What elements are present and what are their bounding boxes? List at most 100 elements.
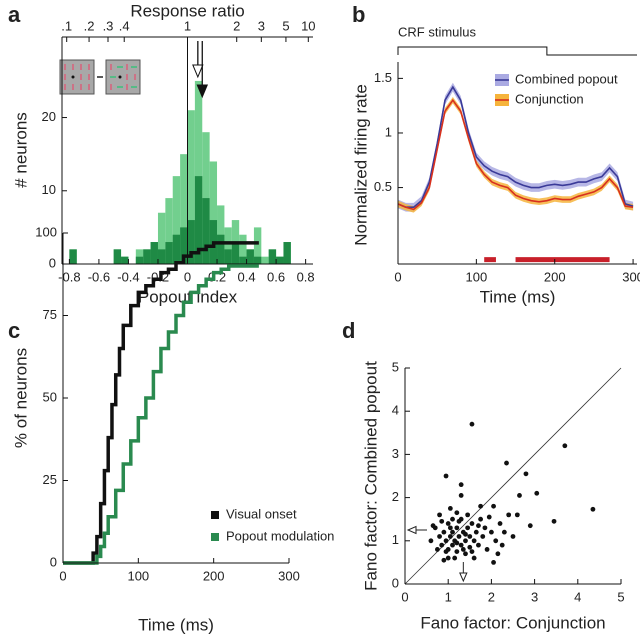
x-tick-label: -0.6: [88, 269, 110, 284]
x-tick-label: 2: [488, 589, 495, 604]
scatter-point: [471, 555, 477, 561]
scatter-point: [469, 549, 475, 554]
x-tick-label: 0: [184, 269, 191, 284]
top-tick-label: .1: [61, 18, 72, 33]
panel-label: b: [352, 2, 365, 27]
scatter-point: [478, 516, 483, 522]
x-axis-title: Fano factor: Conjunction: [420, 613, 605, 632]
scatter-point: [469, 521, 475, 526]
histogram-bar: [276, 256, 284, 264]
scatter-point: [454, 549, 460, 554]
histogram-bar: [172, 234, 181, 264]
scatter-point: [430, 523, 436, 529]
scatter-point: [504, 460, 509, 466]
histogram-bar: [157, 212, 166, 264]
histogram-bar: [69, 249, 77, 264]
scatter-point: [467, 534, 473, 539]
scatter-point: [450, 542, 455, 548]
series-line: [397, 85, 634, 209]
legend-label: Conjunction: [515, 91, 584, 106]
scatter-point: [562, 443, 568, 449]
arrow-head: [459, 572, 468, 583]
inset-bars: [110, 64, 137, 90]
scatter-point: [450, 529, 455, 535]
y-tick-label: 0: [392, 575, 399, 590]
x-tick-label: 3: [531, 589, 538, 604]
scatter-point: [517, 493, 522, 498]
scatter-point: [445, 521, 451, 526]
legend-label: Popout modulation: [226, 528, 334, 543]
scatter-point: [454, 510, 460, 516]
histogram-bar: [157, 249, 166, 264]
y-tick-label: 1.5: [374, 70, 392, 85]
histogram-bar: [224, 249, 232, 264]
scatter-point: [441, 557, 447, 563]
x-tick-label: 0: [394, 269, 401, 284]
x-tick-label: 0.6: [267, 269, 285, 284]
inset-dot: [71, 75, 75, 79]
scatter-point: [441, 529, 447, 535]
scatter-point: [428, 538, 434, 544]
scatter-point: [443, 549, 449, 554]
y-tick-label: 0: [49, 255, 56, 270]
y-tick-label: 20: [42, 109, 56, 124]
histogram-bar: [209, 161, 218, 264]
x-tick-label: 100: [127, 568, 149, 583]
histogram-bar: [261, 256, 269, 264]
panel-label: a: [8, 2, 21, 27]
scatter-point: [476, 542, 481, 548]
error-band: [398, 82, 634, 212]
significance-bar: [484, 257, 496, 263]
x-tick-label: 0: [59, 568, 66, 583]
inset-bars: [64, 64, 90, 90]
stimulus-label: CRF stimulus: [398, 24, 477, 39]
scatter-point: [439, 542, 445, 548]
scatter-point: [467, 544, 473, 550]
scatter-point: [590, 506, 596, 512]
top-axis-title: Response ratio: [130, 1, 244, 20]
scatter-point: [486, 514, 492, 520]
scatter-point: [495, 551, 501, 557]
scatter-point: [437, 534, 442, 539]
y-tick-label: 0.5: [374, 179, 392, 194]
histogram-bar: [194, 80, 203, 264]
histogram-bar: [253, 227, 262, 264]
scatter-point: [506, 512, 512, 518]
mean-arrow-y: [406, 525, 427, 535]
scatter-point: [465, 525, 471, 531]
scatter-point: [454, 540, 460, 546]
panel-label: c: [8, 318, 20, 343]
scatter-point: [458, 493, 464, 498]
plot-area: [63, 241, 259, 565]
histogram-bar: [202, 198, 210, 264]
y-axis-title: # neurons: [11, 112, 30, 188]
plot-area: [69, 37, 291, 265]
significance-bar: [515, 257, 610, 263]
x-tick-label: 0.4: [238, 269, 256, 284]
y-tick-label: 25: [43, 472, 57, 487]
top-tick-label: 3: [258, 18, 265, 33]
scatter-point: [534, 490, 540, 496]
plot-area: [404, 367, 622, 585]
x-tick-label: 0.8: [297, 269, 315, 284]
legend: Visual onset Popout modulation: [211, 506, 334, 543]
top-tick-label: .3: [103, 18, 114, 33]
stimulus-trace: [397, 46, 637, 56]
x-tick-label: 300: [278, 568, 300, 583]
scatter-point: [458, 482, 464, 488]
x-tick-label: 200: [544, 269, 566, 284]
scatter-point: [499, 542, 505, 548]
y-axis-title: Normalized firing rate: [351, 84, 370, 246]
y-tick-label: 50: [43, 389, 57, 404]
histogram-bar: [180, 154, 188, 264]
scatter-point: [482, 525, 488, 531]
histogram-bar: [165, 242, 173, 264]
scatter-point: [514, 512, 520, 518]
scatter-point: [493, 538, 499, 544]
scatter-point: [527, 523, 533, 529]
scatter-point: [463, 531, 468, 537]
y-tick-label: 1: [392, 532, 399, 547]
x-tick-label: -0.4: [117, 269, 139, 284]
histogram-bar: [143, 249, 151, 264]
scatter-point: [497, 521, 503, 526]
